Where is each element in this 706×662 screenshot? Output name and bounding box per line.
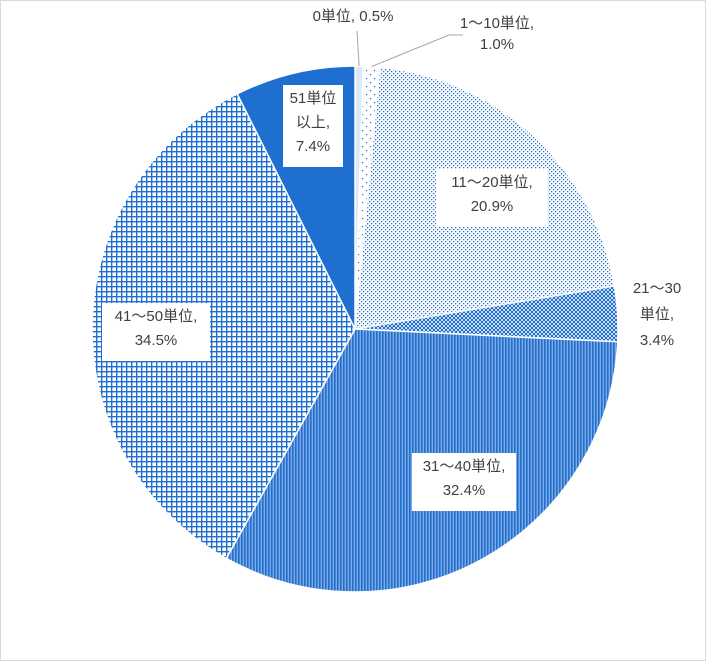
data-label-line: 3.4% xyxy=(640,332,674,349)
data-label-line: 単位, xyxy=(640,306,674,323)
data-label-line: 11～20単位, xyxy=(451,174,532,191)
data-label-line: 32.4% xyxy=(443,482,486,499)
data-label-slice-0-units: 0単位, 0.5% xyxy=(313,8,394,25)
data-label-line: 0単位, 0.5% xyxy=(313,8,394,25)
data-label-line: 7.4% xyxy=(296,138,330,155)
data-label-background xyxy=(412,453,516,511)
data-label-background xyxy=(102,303,210,361)
data-label-line: 31～40単位, xyxy=(423,458,506,475)
leader-lines xyxy=(356,30,463,67)
leader-line-slice-0-units xyxy=(356,30,360,67)
data-label-line: 51単位 xyxy=(290,90,337,107)
data-label-line: 21～30 xyxy=(633,280,681,297)
data-label-line: 34.5% xyxy=(135,332,178,349)
data-label-slice-31-40-units: 31～40単位, 32.4% xyxy=(412,453,516,511)
data-labels: 0単位, 0.5% 1～10単位, 1.0% 11～20単位, 20.9% 21～30 単位… xyxy=(102,8,681,511)
data-label-line: 1～10単位, xyxy=(460,15,534,32)
slice-41-50-units xyxy=(91,92,356,560)
data-label-line: 1.0% xyxy=(480,36,514,53)
data-label-background xyxy=(436,169,548,227)
data-label-slice-21-30-units: 21～30 単位, 3.4% xyxy=(633,280,681,349)
data-label-slice-41-50-units: 41～50単位, 34.5% xyxy=(102,303,210,361)
data-label-slice-11-20-units: 11～20単位, 20.9% xyxy=(436,169,548,227)
leader-line-slice-1-10-units xyxy=(371,34,463,67)
data-label-line: 20.9% xyxy=(471,198,514,215)
data-label-slice-1-10-units: 1～10単位, 1.0% xyxy=(460,15,534,53)
data-label-line: 41～50単位, xyxy=(115,308,198,325)
data-label-line: 以上, xyxy=(296,114,330,131)
data-label-background xyxy=(283,85,343,167)
